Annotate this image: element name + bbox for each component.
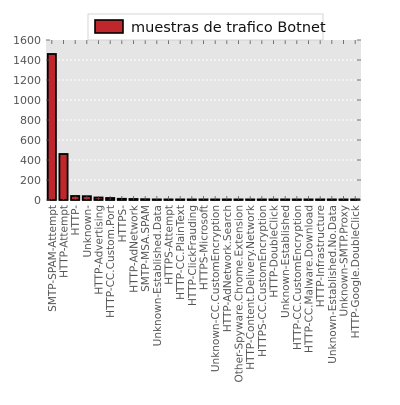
x-tick-label: HTTP-CC.Malware.Download (304, 205, 316, 353)
x-tick-label: HTTP- (70, 205, 82, 236)
x-tick-label: HTTP-CC.Custom.Port (105, 205, 117, 318)
x-tick-label: Unknown-CC.CustomEncryption (210, 205, 222, 372)
y-tick-label: 1400 (13, 54, 41, 67)
y-tick-label: 1600 (13, 34, 41, 47)
x-tick-label: Other-Spyware.Chrome.Extension (234, 205, 246, 382)
x-tick-label: HTTP-CC.PlainText (175, 205, 187, 300)
legend: muestras de trafico Botnet (87, 13, 326, 41)
grid-lines (46, 59, 361, 181)
y-axis: 0 200 400 600 800 1000 1200 1400 1600 (13, 34, 361, 207)
legend-box (87, 13, 324, 41)
x-tick-label: HTTP-CC.CustomEncryption (292, 205, 304, 350)
x-tick-label: Unknown-Established.Data (152, 205, 164, 346)
x-tick-label: HTTP-Attempt (59, 205, 71, 278)
x-tick-label: HTTPS-CC.CustomEncryption (257, 205, 269, 357)
x-tick-label: Unknown- (82, 205, 94, 258)
x-tick-label: Unknown-Established.No.Data (327, 205, 339, 364)
x-tick-label: Unknown-Established (280, 205, 292, 318)
x-tick-label: HTTPS-Microsoft (199, 205, 211, 290)
y-tick-label: 600 (20, 134, 41, 147)
y-tick-label: 1200 (13, 74, 41, 87)
x-tick-label: HTTPS- (117, 205, 129, 243)
x-tick-label: HTTP-AdNetwork.Search (222, 205, 234, 332)
legend-swatch (94, 19, 124, 34)
y-tick-label: 1000 (13, 94, 41, 107)
x-tick-label: HTTP-ClickFrauding (187, 205, 199, 306)
x-tick-label: HTTP-Infrastructure (315, 205, 327, 307)
bar (46, 53, 57, 201)
x-tick-label: SMTP-MSA.SPAM (140, 205, 152, 292)
bar (58, 153, 69, 201)
x-tick-label: HTTP-Google.DoubleClick (350, 204, 362, 338)
legend-label: muestras de trafico Botnet (131, 20, 326, 36)
x-tick-label: HTTP-Advertising (94, 205, 106, 295)
x-tick-label: Unknown-SMTP.Proxy (339, 205, 351, 316)
x-axis: SMTP-SPAM-Attempt HTTP-Attempt HTTP- Unknow… (47, 40, 362, 382)
x-tick-label: HTTP-Content.Delivery.Network (245, 204, 257, 370)
y-tick-label: 400 (20, 154, 41, 167)
x-tick-label: HTTPS-Attempt (164, 205, 176, 285)
y-tick-label: 0 (34, 194, 41, 207)
x-tick-label: HTTP-DoubleClick (269, 204, 281, 298)
y-tick-label: 800 (20, 114, 41, 127)
y-tick-label: 200 (20, 174, 41, 187)
x-tick-label: HTTP-AdNetwork (129, 204, 141, 293)
x-tick-label: SMTP-SPAM-Attempt (47, 205, 59, 312)
